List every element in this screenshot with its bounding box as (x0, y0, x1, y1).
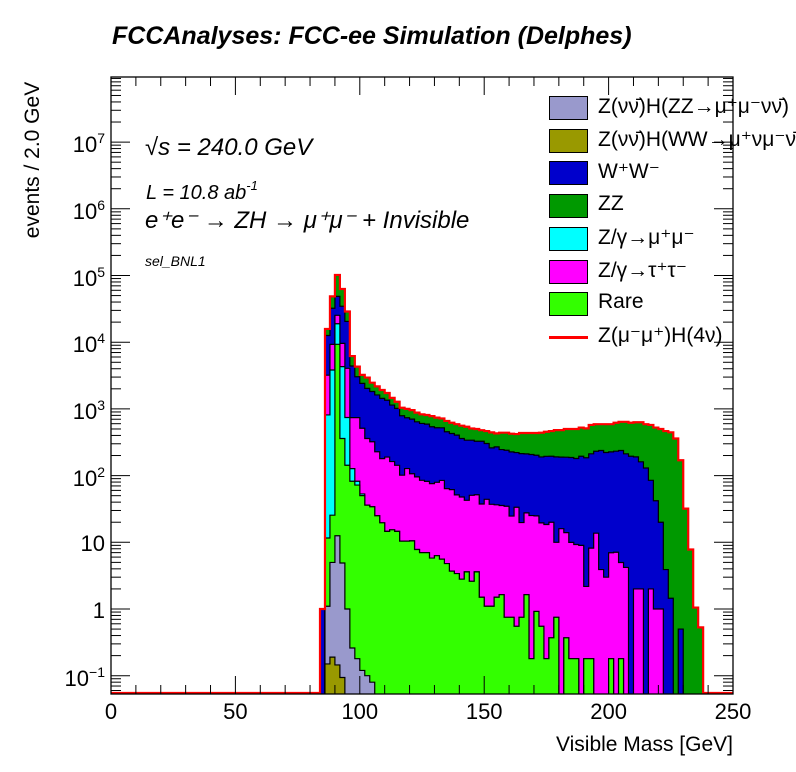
y-tick-base: 10 (80, 531, 105, 557)
y-tick-base: 10 (72, 132, 98, 158)
y-tick-label: 105 (73, 264, 105, 292)
y-tick-base: 10 (72, 198, 98, 224)
y-tick-label: 103 (73, 397, 105, 425)
y-tick-exponent: −1 (89, 663, 105, 680)
y-tick-base: 1 (92, 598, 105, 623)
x-tick-label: 150 (465, 699, 503, 724)
legend-label: Rare (598, 290, 644, 314)
stacked-histogram (111, 273, 733, 694)
x-tick-label: 250 (714, 699, 752, 724)
y-tick-base: 10 (72, 265, 98, 291)
y-tick-exponent: 4 (97, 330, 105, 347)
selection-annotation: sel_BNL1 (145, 253, 206, 269)
legend-color-swatch (549, 161, 588, 186)
y-tick-base: 10 (72, 332, 98, 358)
energy-annotation: √s = 240.0 GeV (145, 134, 313, 161)
y-tick-exponent: 6 (97, 196, 105, 213)
legend-line-swatch (549, 335, 588, 339)
chart-title: FCCAnalyses: FCC-ee Simulation (Delphes) (112, 22, 632, 50)
y-tick-label: 10−1 (65, 664, 105, 692)
legend-color-swatch (549, 96, 588, 120)
y-tick-exponent: 5 (97, 263, 105, 280)
lumi-exponent: -1 (246, 178, 258, 193)
legend-label: Z(νν̄)H(ZZ→μ⁺μ⁻νν̄) (598, 95, 789, 118)
y-tick-label: 10 (81, 531, 105, 557)
y-tick-base: 10 (64, 665, 90, 691)
plot-frame (110, 76, 734, 695)
y-tick-exponent: 3 (97, 396, 105, 413)
process-annotation: e⁺e⁻ → ZH → μ⁺μ⁻ + Invisible (145, 207, 470, 234)
legend-color-swatch (549, 226, 588, 251)
y-axis-label: events / 2.0 GeV (21, 81, 44, 239)
y-tick-label: 107 (73, 130, 105, 158)
y-tick-label: 104 (73, 330, 105, 358)
legend-color-swatch (549, 292, 588, 317)
legend-label: ZZ (598, 192, 624, 216)
legend-color-swatch (549, 128, 588, 153)
stack-layer-zzh (324, 535, 376, 694)
y-tick-label: 102 (73, 464, 105, 492)
y-tick-base: 10 (72, 398, 98, 424)
y-tick-exponent: 7 (97, 130, 105, 147)
y-tick-base: 10 (72, 465, 98, 491)
legend-label: Z(νν̄)H(WW→μ⁺νμ⁻ν̄) (598, 127, 796, 151)
stack-layer-wwh (324, 656, 346, 694)
legend-color-swatch (549, 259, 588, 284)
signal-line (111, 273, 733, 694)
lumi-text: L = 10.8 ab (146, 182, 247, 204)
x-tick-label: 0 (104, 699, 118, 724)
x-axis-label: Visible Mass [GeV] (555, 733, 733, 756)
y-tick-label: 106 (73, 197, 105, 225)
legend-label: Z/γ→τ⁺τ⁻ (598, 258, 687, 282)
y-tick-label: 1 (93, 598, 105, 624)
y-tick-exponent: 2 (97, 463, 105, 480)
legend-label: Z/γ→μ⁺μ⁻ (598, 225, 695, 249)
legend-label: Z(μ⁻μ⁺)H(4ν) (598, 323, 723, 347)
x-tick-label: 100 (341, 699, 379, 724)
lumi-annotation: L = 10.8 ab-1 (146, 178, 258, 205)
legend-color-swatch (549, 194, 588, 219)
stack-layer-rare (324, 343, 625, 694)
x-tick-label: 50 (223, 699, 248, 724)
legend-label: W⁺W⁻ (598, 160, 660, 184)
x-tick-label: 200 (590, 699, 627, 724)
